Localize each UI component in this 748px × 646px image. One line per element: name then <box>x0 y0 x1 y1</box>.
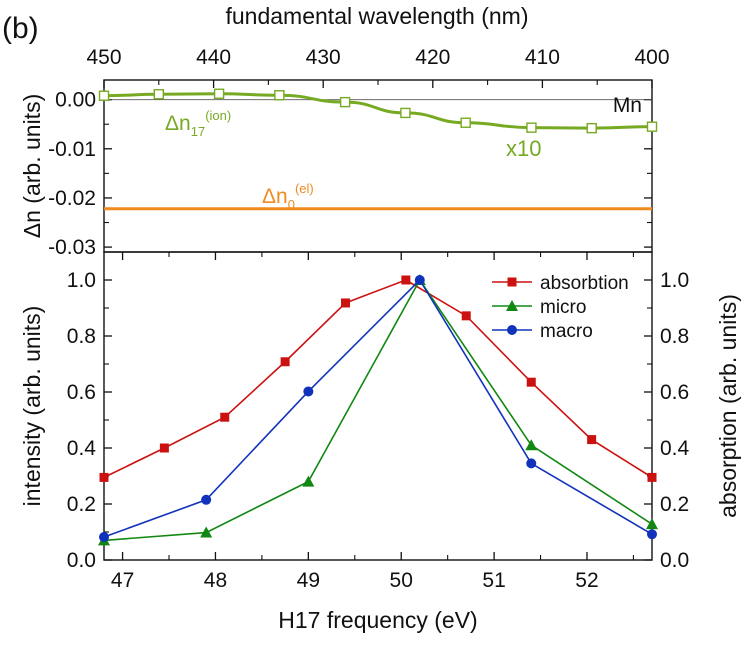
bottom-panel-ticks: 47 48 49 50 51 52 0.0 0.0 0.2 0.2 0.4 0.4 0.6 0.6 0.8 0… <box>67 252 690 592</box>
right-y-tick-label: 0.2 <box>660 493 689 516</box>
macro-point <box>526 458 537 469</box>
scale-note: x10 <box>506 136 541 161</box>
micro-line <box>103 278 653 542</box>
absorbtion-point <box>340 298 350 308</box>
top-x-tick-label: 440 <box>196 46 231 69</box>
top-axis-title: fundamental wavelength (nm) <box>226 3 529 29</box>
absorbtion-point <box>647 472 657 482</box>
bottom-x-tick-label: 50 <box>390 569 413 592</box>
right-y-axis-title: absorption (arb. units) <box>715 294 741 518</box>
bottom-x-tick-label: 49 <box>297 569 320 592</box>
dn-el-label: Δn0(el) <box>262 181 314 212</box>
bottom-y-tick-label: 0.2 <box>67 493 96 516</box>
macro-point <box>647 529 657 540</box>
dn-ion-label: Δn17(ion) <box>165 108 231 139</box>
bottom-y-tick-label: 1.0 <box>67 269 96 292</box>
absorbtion-point <box>461 311 471 321</box>
bottom-x-axis-title: H17 frequency (eV) <box>278 607 477 633</box>
dn-el-label-main: Δn <box>262 185 288 208</box>
bottom-y-tick-label: 0.6 <box>67 381 96 404</box>
micro-point <box>525 439 538 451</box>
dn-ion-point <box>400 107 411 119</box>
macro-line <box>103 278 653 538</box>
absorbtion-point <box>99 472 109 482</box>
dn-ion-point <box>339 96 351 108</box>
dn-ion-line <box>103 92 653 130</box>
macro-point <box>303 386 314 397</box>
top-y-tick-label: -0.01 <box>48 138 96 161</box>
top-panel-frame <box>103 79 653 253</box>
dn-ion-label-main: Δn <box>165 112 191 135</box>
top-y-tick-label: 0.00 <box>55 89 96 112</box>
top-x-tick-label: 400 <box>634 46 669 69</box>
dn-el-label-sup: (el) <box>295 181 314 196</box>
top-panel-series <box>98 88 658 211</box>
micro-point <box>200 526 213 538</box>
right-y-tick-label: 0.6 <box>660 381 689 404</box>
top-y-axis-title: Δn (arb. units) <box>19 94 45 238</box>
dn-ion-point <box>98 90 110 101</box>
bottom-x-tick-label: 47 <box>111 569 134 592</box>
dn-ion-point <box>526 122 537 133</box>
reference-label: Mn <box>613 94 642 117</box>
dn-ion-point <box>153 89 165 100</box>
legend-marker-macro <box>507 325 517 335</box>
bottom-y-tick-label: 0.8 <box>67 325 96 348</box>
right-y-tick-label: 0.8 <box>660 325 689 348</box>
legend-marker-absorbtion <box>507 277 517 287</box>
macro-point <box>99 532 109 543</box>
legend: absorbtion micro macro <box>492 273 629 342</box>
bottom-x-tick-label: 51 <box>482 569 505 592</box>
dn-el-label-sub: 0 <box>288 197 295 212</box>
dn-ion-point <box>586 122 597 134</box>
absorbtion-point <box>220 412 230 422</box>
legend-label-micro: micro <box>540 297 586 318</box>
dn-ion-label-sub: 17 <box>191 124 205 139</box>
dn-ion-point <box>646 121 658 132</box>
bottom-x-tick-label: 52 <box>575 569 598 592</box>
top-x-tick-label: 450 <box>86 46 121 69</box>
absorbtion-point <box>587 435 597 445</box>
absorbtion-point <box>159 443 169 453</box>
top-y-tick-label: -0.03 <box>48 236 96 259</box>
micro-point <box>302 475 315 487</box>
dn-ion-label-sup: (ion) <box>205 108 231 123</box>
legend-label-macro: macro <box>540 321 593 342</box>
bottom-panel-frame <box>103 251 653 561</box>
absorbtion-point <box>401 275 411 285</box>
macro-point <box>201 494 212 505</box>
dn-ion-point <box>460 117 471 128</box>
bottom-panel-series <box>98 274 658 546</box>
panel-label: (b) <box>2 12 39 45</box>
macro-point <box>414 275 425 285</box>
right-y-tick-label: 1.0 <box>660 269 689 292</box>
absorbtion-line <box>103 279 653 479</box>
top-x-tick-label: 410 <box>525 46 560 69</box>
legend-marker-micro <box>506 300 518 311</box>
right-y-tick-label: 0.4 <box>660 437 690 460</box>
top-x-tick-label: 420 <box>415 46 450 69</box>
legend-label-absorbtion: absorbtion <box>540 273 629 294</box>
bottom-y-tick-label: 0.4 <box>67 437 97 460</box>
top-panel-ticks: 450 440 430 420 410 400 0.00 -0.01 -0.02 -0.03 <box>48 46 669 259</box>
dn-ion-point <box>274 90 285 101</box>
micro-point <box>646 518 658 530</box>
top-y-tick-label: -0.02 <box>48 187 96 210</box>
absorbtion-point <box>280 357 290 367</box>
bottom-y-tick-label: 0.0 <box>67 549 96 572</box>
right-y-tick-label: 0.0 <box>660 549 689 572</box>
bottom-x-tick-label: 48 <box>204 569 227 592</box>
absorbtion-point <box>526 377 536 387</box>
top-x-tick-label: 430 <box>306 46 341 69</box>
bottom-y-axis-title: intensity (arb. units) <box>19 306 45 507</box>
dn-ion-point <box>213 88 225 99</box>
